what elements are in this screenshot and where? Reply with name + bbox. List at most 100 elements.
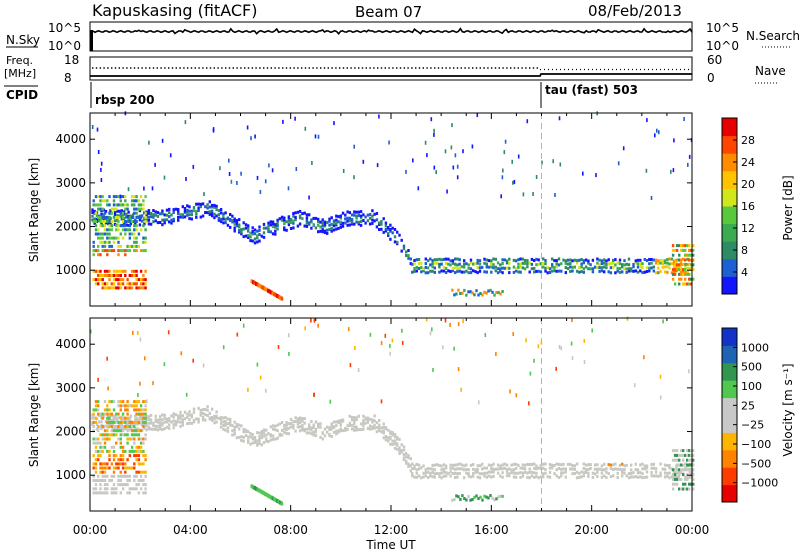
power-sparse-cell xyxy=(240,171,242,176)
velocity-early-cell xyxy=(135,433,138,437)
velocity-late-cell xyxy=(688,468,691,472)
velocity-sparse-cell xyxy=(432,368,434,372)
power-band-cell xyxy=(564,261,567,265)
power-early-cell xyxy=(144,282,147,286)
power-early-cell xyxy=(106,274,109,277)
power-early-cell xyxy=(124,199,127,203)
velocity-arc-cell xyxy=(321,431,324,435)
velocity-early-cell xyxy=(124,404,127,408)
power-colorbar-segment xyxy=(722,153,737,172)
power-band-cell xyxy=(555,269,558,273)
velocity-late-cell xyxy=(692,453,695,457)
velocity-colorbar-tick-label: −1000 xyxy=(741,477,778,490)
velocity-arc-cell xyxy=(301,426,304,430)
power-arc-cell xyxy=(213,205,216,209)
power-band-cell xyxy=(555,259,558,263)
velocity-arc-cell xyxy=(362,421,365,425)
velocity-band-cell xyxy=(485,475,488,479)
power-early-cell xyxy=(137,286,141,290)
power-arc-cell xyxy=(251,230,254,233)
velocity-band-cell xyxy=(519,471,522,475)
power-early-cell xyxy=(124,286,127,290)
velocity-band-cell xyxy=(535,464,538,468)
power-band-cell xyxy=(514,269,518,273)
velocity-arc-cell xyxy=(251,441,254,445)
velocity-band-cell xyxy=(666,471,669,475)
velocity-sparse-cell xyxy=(146,399,148,404)
power-arc-cell xyxy=(330,226,333,230)
power-band-cell xyxy=(454,266,457,270)
velocity-sparse-cell xyxy=(357,368,360,373)
velocity-sparse-cell xyxy=(369,332,372,337)
power-lowblob-cell xyxy=(475,289,478,293)
power-early-cell xyxy=(110,207,113,211)
velocity-arc-cell xyxy=(188,413,191,417)
power-band-cell xyxy=(508,257,511,261)
power-arc-cell xyxy=(251,232,254,236)
power-band-cell xyxy=(636,265,640,269)
power-arc-cell xyxy=(195,215,198,219)
velocity-early-cell xyxy=(144,400,147,404)
velocity-early-cell xyxy=(101,474,104,478)
velocity-late-cell xyxy=(688,458,691,462)
power-late-cell xyxy=(688,282,691,286)
power-band-cell xyxy=(605,259,608,263)
power-late-cell xyxy=(690,263,693,267)
velocity-arc-cell xyxy=(179,424,182,428)
power-sparse-cell xyxy=(100,178,103,182)
power-band-cell xyxy=(668,266,671,270)
power-sparse-cell xyxy=(658,130,660,135)
power-arc-cell xyxy=(267,227,270,231)
velocity-arc-cell xyxy=(294,416,297,420)
power-arc-cell xyxy=(319,229,322,233)
velocity-band-cell xyxy=(641,467,644,471)
power-descend-cell xyxy=(277,294,281,299)
power-arc-cell xyxy=(348,216,351,220)
power-band-cell xyxy=(490,262,493,265)
power-arc-cell xyxy=(328,217,331,221)
velocity-arc-cell xyxy=(355,416,358,420)
velocity-band-cell xyxy=(605,470,608,474)
velocity-band-cell xyxy=(433,472,436,476)
power-arc-cell xyxy=(393,240,397,244)
power-arc-cell xyxy=(253,232,257,236)
power-arc-cell xyxy=(258,239,261,243)
power-arc-cell xyxy=(296,210,300,214)
velocity-early-cell xyxy=(106,420,109,424)
velocity-late-cell xyxy=(678,487,681,491)
velocity-early-cell xyxy=(101,425,104,428)
velocity-early-cell xyxy=(106,425,109,428)
power-band-cell xyxy=(663,261,667,265)
power-lowblob-cell xyxy=(453,293,456,297)
power-band-cell xyxy=(440,262,443,266)
power-sparse-cell xyxy=(169,153,172,158)
power-band-cell xyxy=(431,259,434,263)
power-arc-cell xyxy=(341,224,345,228)
power-early-cell xyxy=(106,199,109,203)
power-sparse-cell xyxy=(454,153,457,158)
velocity-early-cell xyxy=(126,408,129,412)
power-band-cell xyxy=(544,269,547,273)
power-arc-cell xyxy=(197,206,200,210)
velocity-arc-cell xyxy=(168,426,171,430)
velocity-early-cell xyxy=(101,470,104,474)
power-early-cell xyxy=(103,240,107,244)
velocity-arc-cell xyxy=(276,429,279,433)
velocity-arc-cell xyxy=(312,430,315,434)
velocity-late-cell xyxy=(671,468,675,472)
velocity-arc-cell xyxy=(366,427,370,430)
velocity-band-cell xyxy=(652,474,655,478)
velocity-band-cell xyxy=(483,474,486,478)
power-early-cell xyxy=(133,249,136,253)
power-early-cell xyxy=(103,232,107,236)
velocity-early-cell xyxy=(108,437,111,441)
power-early-cell xyxy=(92,220,95,223)
velocity-band-cell xyxy=(607,463,610,467)
velocity-arc-cell xyxy=(260,430,263,433)
power-early-cell xyxy=(142,207,145,211)
velocity-early-cell xyxy=(119,462,122,466)
velocity-arc-cell xyxy=(350,423,354,427)
velocity-band-cell xyxy=(433,463,436,467)
power-band-cell xyxy=(490,265,493,269)
